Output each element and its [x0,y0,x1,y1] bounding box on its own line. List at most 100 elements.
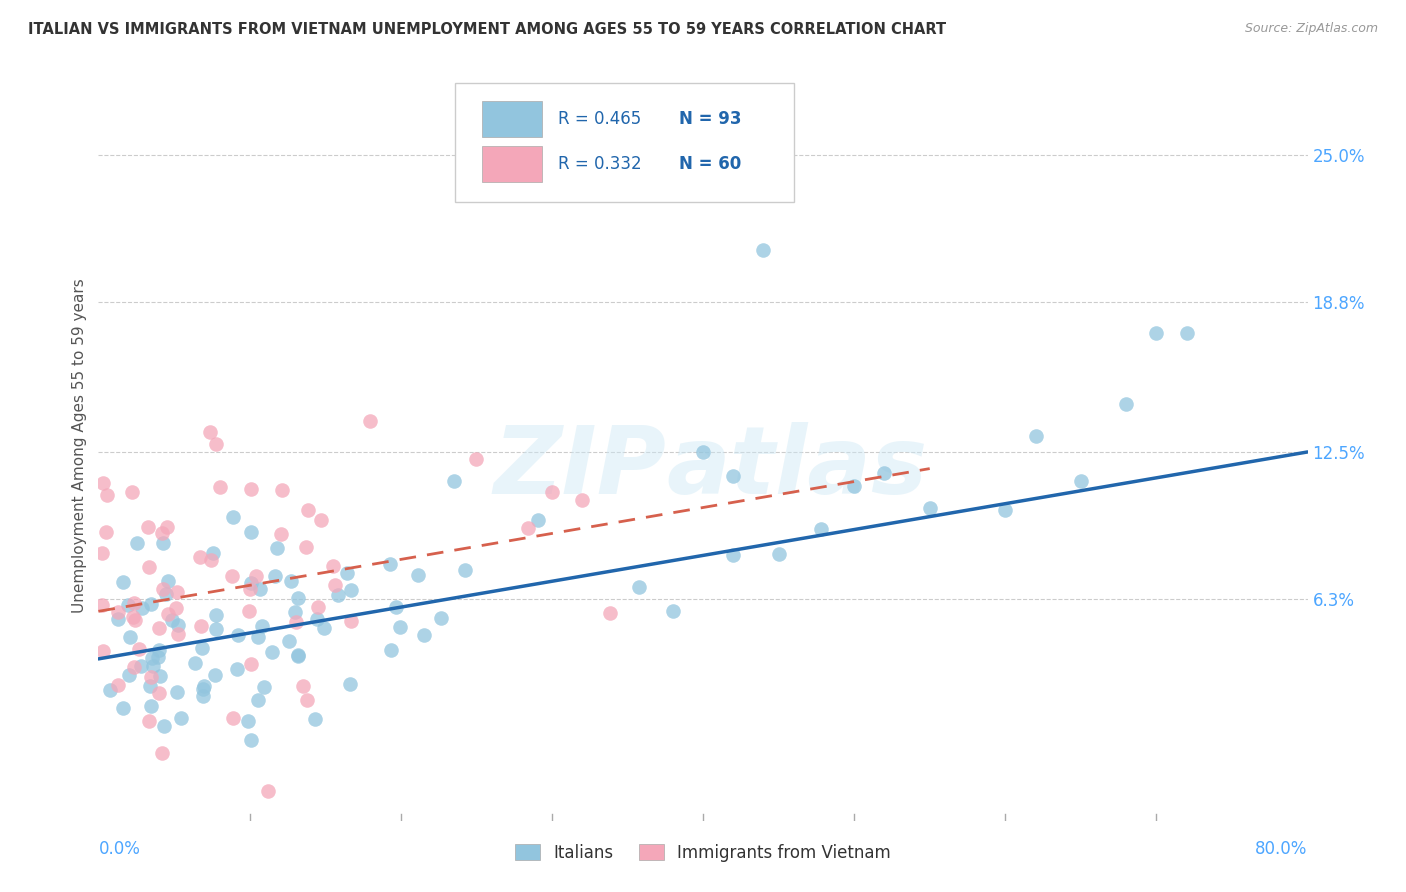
Point [204,607,226,622]
Point [204,437,226,451]
Point [122,610,145,624]
Point [100,682,122,697]
Point [247,630,270,644]
Text: atlas: atlas [666,423,928,515]
Point [340,582,363,597]
Point [96,488,118,502]
Point [124,660,146,674]
Point [239,524,262,539]
Point [692,445,714,459]
Point [336,566,359,580]
Point [139,679,162,693]
Point [246,692,269,706]
Point [190,619,212,633]
Point [1115,397,1137,411]
Point [138,520,160,534]
Point [287,648,309,663]
Point [239,582,262,597]
Point [239,575,262,590]
Point [139,698,162,713]
Point [540,485,562,500]
Text: R = 0.332: R = 0.332 [558,154,641,172]
Point [200,425,222,439]
Point [250,619,273,633]
Point [191,640,214,655]
Point [201,545,224,559]
Point [221,510,243,524]
Point [118,668,141,682]
Point [661,171,683,186]
Point [91,644,114,658]
Point [94,525,117,540]
Point [287,648,309,662]
Point [166,584,188,599]
Point [260,645,283,659]
Point [245,569,267,583]
Text: ZIP: ZIP [494,423,666,515]
Point [309,513,332,527]
Point [117,599,139,613]
Point [127,536,149,550]
Point [139,670,162,684]
FancyBboxPatch shape [482,101,543,136]
Point [157,607,180,621]
Point [166,626,188,640]
Point [278,634,301,648]
Point [208,480,231,494]
Point [768,547,790,561]
Point [239,482,262,496]
Point [266,541,288,556]
Point [527,513,550,527]
Point [152,535,174,549]
Point [380,557,402,571]
Point [166,617,188,632]
Point [184,656,207,670]
Point [124,613,146,627]
Text: R = 0.465: R = 0.465 [558,110,641,128]
Point [322,559,344,574]
Point [191,681,214,696]
Point [465,452,488,467]
Point [166,685,188,699]
Point [571,492,593,507]
Point [264,568,287,582]
Point [90,598,112,612]
Point [256,784,278,798]
Point [723,548,745,562]
Point [1175,326,1198,340]
Point [994,502,1017,516]
Point [287,591,309,605]
Point [160,613,183,627]
Point [141,597,163,611]
Point [844,479,866,493]
Point [295,541,318,555]
Text: 0.0%: 0.0% [98,839,141,858]
Point [150,747,173,761]
Point [156,520,179,534]
Point [236,714,259,728]
Point [111,574,134,589]
Point [111,700,134,714]
FancyBboxPatch shape [456,83,793,202]
Point [128,642,150,657]
Point [152,582,174,597]
Point [91,475,114,490]
Point [517,521,540,535]
Text: 80.0%: 80.0% [1256,839,1308,858]
Point [107,612,129,626]
Point [389,620,412,634]
Point [661,604,683,618]
Point [323,577,346,591]
Point [280,574,302,589]
Point [297,503,319,517]
Point [249,582,271,596]
Point [170,711,193,725]
Point [188,550,211,565]
Point [138,560,160,574]
Point [150,526,173,541]
Point [148,686,170,700]
Point [284,605,307,619]
Legend: Italians, Immigrants from Vietnam: Italians, Immigrants from Vietnam [509,838,897,869]
Point [253,680,276,694]
Point [295,693,318,707]
